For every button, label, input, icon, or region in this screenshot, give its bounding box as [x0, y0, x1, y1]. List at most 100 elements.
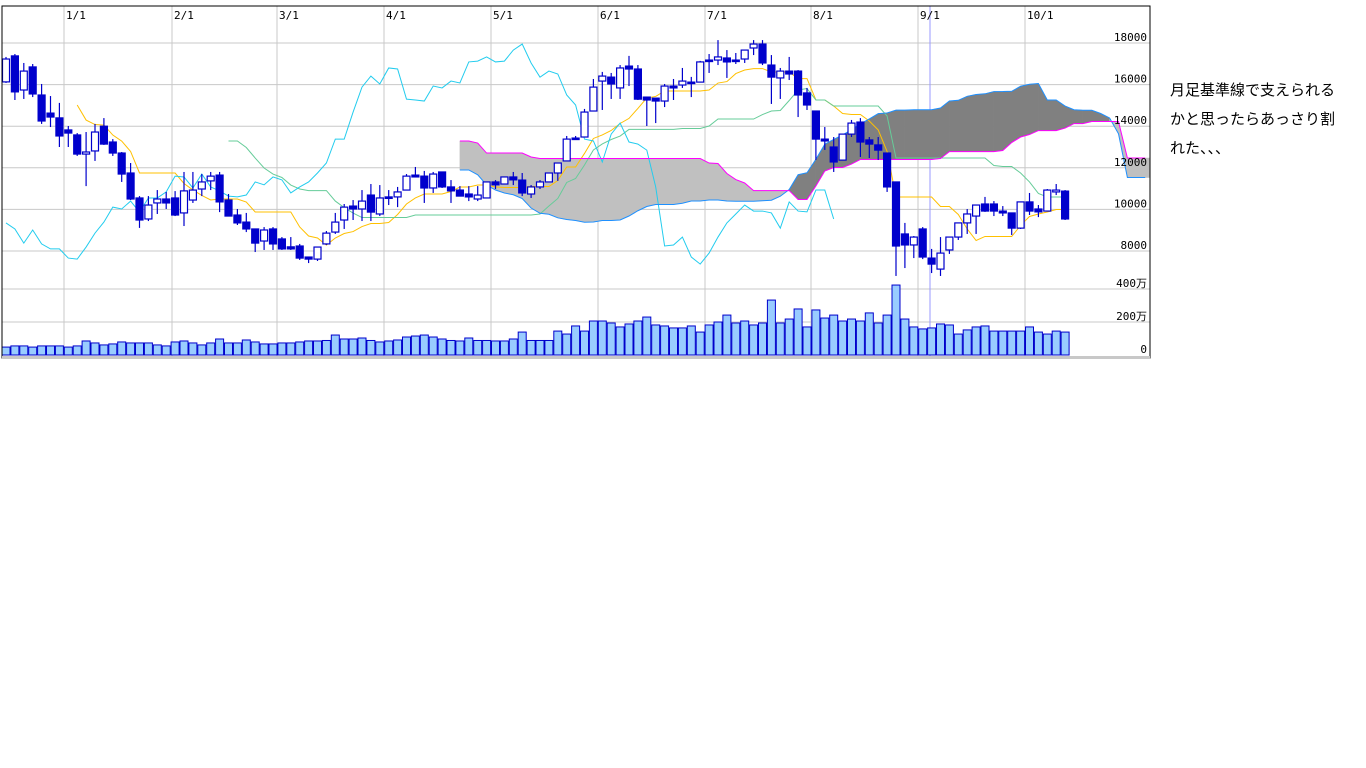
- candle-up: [713, 56, 723, 61]
- volume-bar: [624, 323, 634, 356]
- cloud-segment: [1073, 109, 1084, 124]
- volume-bar: [46, 345, 55, 356]
- volume-bar: [998, 330, 1008, 356]
- candle-down: [642, 96, 651, 101]
- candle-up: [1043, 189, 1052, 212]
- volume-bar: [962, 329, 972, 356]
- volume-bar: [304, 340, 314, 356]
- volume-bar: [793, 308, 803, 356]
- candle-down: [455, 189, 464, 197]
- cloud-segment: [922, 109, 932, 160]
- candle-up: [544, 172, 554, 183]
- candle-down: [73, 134, 82, 155]
- candle-down: [767, 64, 776, 78]
- cloud-segment: [691, 158, 701, 202]
- price-tick-label: 14000: [1114, 114, 1147, 127]
- cloud-segment: [940, 100, 950, 160]
- volume-bar: [544, 339, 554, 356]
- candle-down: [882, 152, 892, 188]
- candle-up: [963, 213, 972, 224]
- volume-bar: [473, 339, 483, 356]
- volume-bar: [81, 340, 91, 356]
- cloud-segment: [1047, 99, 1057, 131]
- candle-down: [927, 257, 936, 265]
- volume-bar: [428, 336, 438, 356]
- candle-down: [384, 196, 393, 200]
- volume-tick-label: 200万: [1116, 310, 1147, 323]
- volume-bar: [918, 328, 928, 356]
- candle-down: [162, 198, 171, 204]
- comment-line: 月足基準線で支えられる: [1170, 81, 1336, 99]
- candle-up: [375, 197, 384, 215]
- candle-up: [954, 222, 963, 238]
- volume-bar: [695, 331, 705, 356]
- candle-down: [633, 68, 643, 100]
- span-b-line: [459, 121, 1146, 201]
- candle-down: [37, 94, 46, 122]
- cloud-segment: [744, 182, 754, 202]
- candle-up: [945, 236, 954, 251]
- volume-tick-label: 400万: [1116, 277, 1147, 290]
- volume-bar: [535, 339, 545, 356]
- candle-down: [46, 112, 55, 118]
- cloud-segment: [575, 158, 585, 223]
- volume-tick-label: 0: [1140, 343, 1147, 356]
- candle-up: [500, 176, 509, 185]
- candle-down: [215, 174, 224, 203]
- candle-up: [393, 191, 402, 198]
- candle-down: [900, 233, 910, 246]
- candle-down: [989, 203, 999, 212]
- volume-bar: [811, 309, 821, 356]
- candle-down: [64, 129, 73, 134]
- candle-up: [153, 198, 162, 204]
- volume-bar: [775, 322, 785, 356]
- candle-up: [535, 181, 545, 188]
- candle-up: [660, 85, 669, 102]
- volume-bar: [606, 322, 616, 356]
- volume-bar: [571, 325, 581, 356]
- volume-bar: [313, 340, 322, 356]
- candle-down: [820, 138, 829, 142]
- volume-bar: [446, 339, 456, 356]
- month-label: 3/1: [279, 9, 299, 22]
- cloud-segment: [1038, 83, 1048, 131]
- volume-bar: [250, 341, 260, 356]
- volume-bar: [1060, 331, 1070, 356]
- month-label: 1/1: [66, 9, 86, 22]
- candle-down: [438, 171, 447, 188]
- volume-bar: [651, 324, 661, 356]
- month-label: 2/1: [174, 9, 194, 22]
- candle-up: [90, 131, 100, 152]
- cloud-segment: [610, 158, 621, 221]
- volume-bar: [855, 320, 865, 356]
- candle-up: [322, 232, 331, 245]
- candle-up: [553, 162, 562, 174]
- volume-bar: [633, 320, 643, 356]
- candle-down: [571, 137, 580, 141]
- candle-down: [802, 92, 812, 106]
- candle-up: [81, 151, 91, 155]
- cloud-segment: [993, 91, 1004, 152]
- volume-bar: [669, 327, 678, 356]
- candle-up: [838, 133, 847, 161]
- volume-bar: [686, 325, 696, 356]
- volume-bar: [366, 339, 376, 356]
- volume-bar: [1033, 331, 1043, 356]
- chikou-line: [5, 43, 835, 265]
- candle-down: [117, 152, 126, 175]
- scrollbar: [2, 356, 1150, 359]
- volume-bar: [838, 320, 848, 356]
- volume-bar: [393, 339, 403, 356]
- volume-bar: [464, 337, 474, 356]
- volume-bar: [402, 336, 411, 356]
- candle-up: [909, 236, 918, 246]
- volume-bar: [526, 339, 536, 356]
- cloud-segment: [815, 143, 826, 187]
- candle-up: [971, 204, 981, 217]
- candle-down: [224, 199, 233, 217]
- volume-bar: [99, 344, 109, 356]
- candle-down: [126, 172, 135, 200]
- volume-bar: [580, 330, 589, 356]
- candle-down: [1025, 201, 1034, 212]
